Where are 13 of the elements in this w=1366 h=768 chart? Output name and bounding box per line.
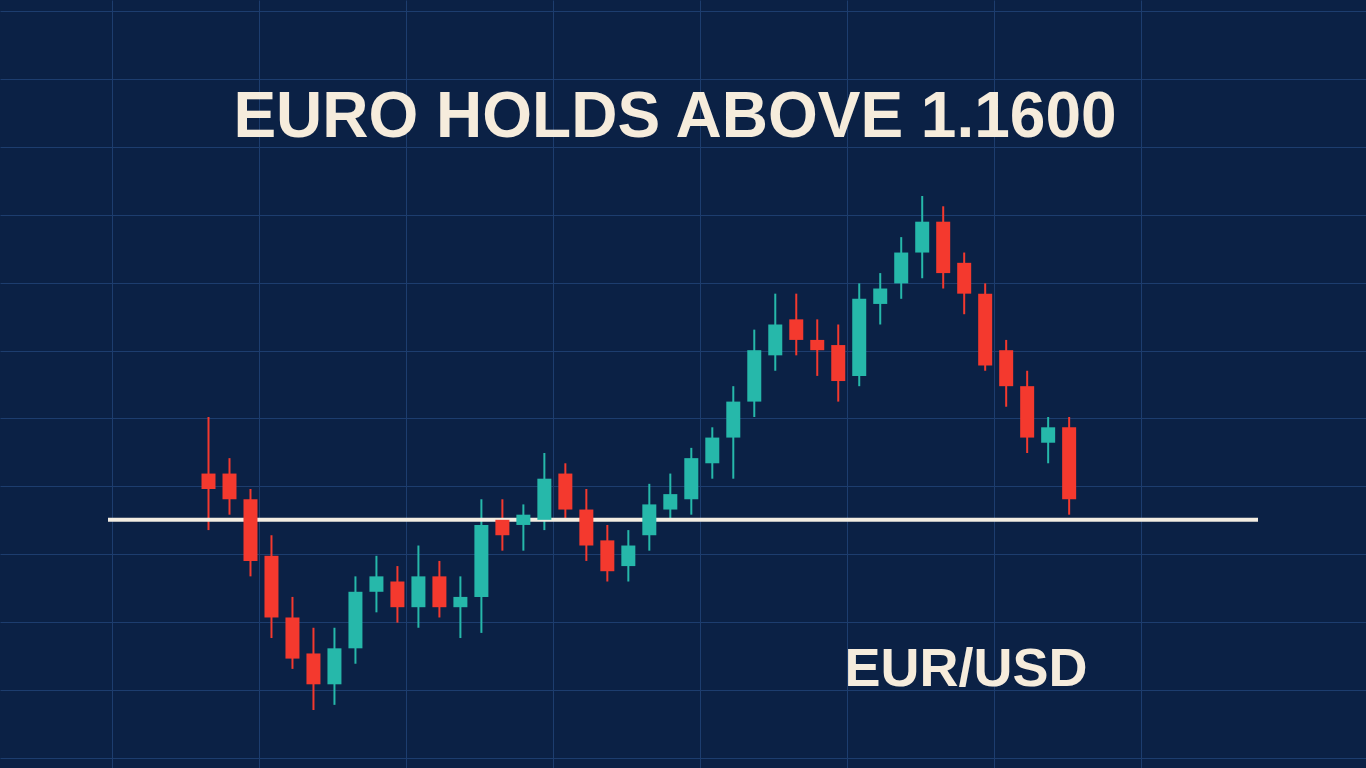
candlestick <box>810 318 825 377</box>
candlestick <box>663 472 678 521</box>
candlestick <box>495 498 510 552</box>
chart-title: EURO HOLDS ABOVE 1.1600 <box>233 79 1117 151</box>
annotation: EUR/USD <box>844 637 1088 697</box>
candlestick <box>453 575 468 640</box>
candlestick <box>789 292 804 357</box>
candlestick <box>516 503 531 552</box>
candlestick <box>873 272 888 326</box>
candlestick <box>621 529 636 583</box>
candlestick <box>369 554 384 614</box>
candlestick <box>201 416 216 532</box>
candlestick <box>1041 416 1056 465</box>
